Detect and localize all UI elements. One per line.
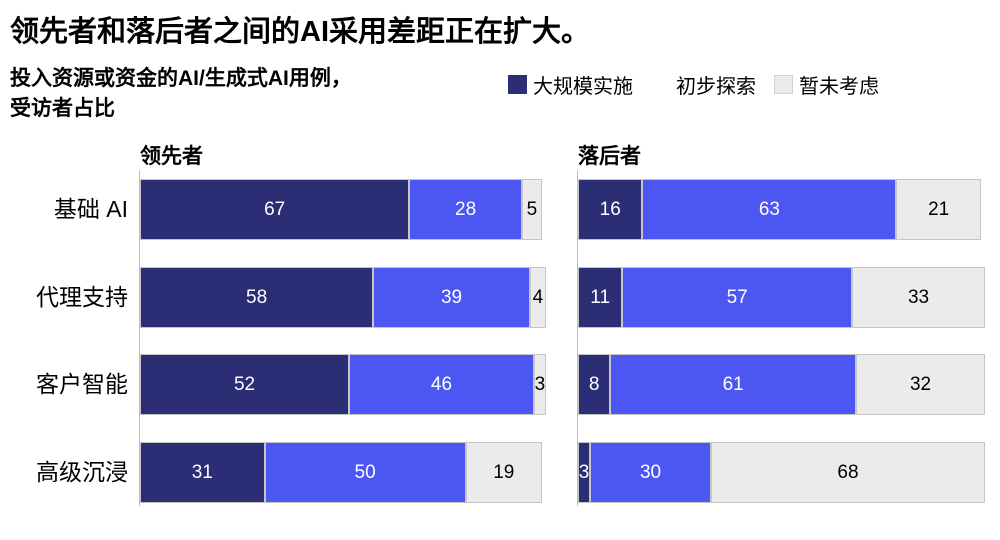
bar-row: 58 39 4 xyxy=(140,267,546,328)
legend-label-exploring: 初步探索 xyxy=(676,76,756,98)
bar-segment: 3 xyxy=(533,354,546,415)
category-label: 高级沉浸 xyxy=(36,459,128,485)
bar-segment: 57 xyxy=(622,267,853,328)
category-label: 客户智能 xyxy=(36,371,128,397)
bar-value-label: 31 xyxy=(191,461,213,483)
bar-value-label: 61 xyxy=(722,373,744,395)
bar-value-label: 39 xyxy=(440,286,463,308)
bar-value-label: 28 xyxy=(455,198,477,220)
bar-segment: 63 xyxy=(642,179,897,240)
chart-subtitle: 投入资源或资金的AI/生成式AI用例， 受访者占比 xyxy=(10,64,352,124)
bar-segment: 30 xyxy=(590,442,711,503)
chart-subtitle-line-1: 投入资源或资金的AI/生成式AI用例， xyxy=(10,67,352,90)
bar-segment: 11 xyxy=(578,267,623,328)
panel-header-leaders: 领先者 xyxy=(140,145,203,168)
legend: 大规模实施 初步探索 暂未考虑 xyxy=(508,70,879,99)
legend-swatch-exploring xyxy=(651,75,670,94)
category-label: 代理支持 xyxy=(36,284,128,310)
bar-row: 3 30 68 xyxy=(578,442,985,503)
legend-item-exploring: 初步探索 xyxy=(651,70,756,99)
bar-value-label: 67 xyxy=(264,198,286,220)
bar-segment: 8 xyxy=(578,354,611,415)
bar-segment: 33 xyxy=(852,267,986,328)
bar-value-label: 57 xyxy=(726,286,748,308)
bar-value-label: 30 xyxy=(639,461,662,483)
legend-item-not-considered: 暂未考虑 xyxy=(774,70,879,99)
bar-row: 31 50 19 xyxy=(140,442,542,503)
bar-value-label: 58 xyxy=(246,286,268,308)
bar-segment: 67 xyxy=(140,179,410,240)
bar-segment: 46 xyxy=(349,354,534,415)
bar-value-label: 4 xyxy=(532,286,544,308)
bar-segment: 5 xyxy=(521,179,542,240)
category-label: 基础 AI xyxy=(53,196,128,222)
bar-value-label: 68 xyxy=(837,461,859,483)
bar-segment: 68 xyxy=(710,442,985,503)
bar-segment: 3 xyxy=(578,442,591,503)
bar-value-label: 3 xyxy=(578,461,590,483)
bar-row: 52 46 3 xyxy=(140,354,546,415)
bar-segment: 52 xyxy=(140,354,350,415)
bar-value-label: 63 xyxy=(758,198,780,220)
legend-item-implemented: 大规模实施 xyxy=(508,70,633,99)
bar-segment: 58 xyxy=(140,267,374,328)
legend-swatch-not-considered xyxy=(774,75,793,94)
legend-label-implemented: 大规模实施 xyxy=(533,76,633,98)
bar-value-label: 19 xyxy=(493,461,515,483)
bar-segment: 16 xyxy=(578,179,643,240)
bar-segment: 31 xyxy=(140,442,265,503)
bar-value-label: 11 xyxy=(590,286,611,308)
bar-value-label: 33 xyxy=(907,286,930,308)
y-axis-line-laggards xyxy=(577,170,578,506)
legend-label-not-considered: 暂未考虑 xyxy=(799,76,879,98)
bar-row: 16 63 21 xyxy=(578,179,981,240)
bar-value-label: 21 xyxy=(928,198,950,220)
bar-segment: 19 xyxy=(465,442,542,503)
legend-swatch-implemented xyxy=(508,75,527,94)
bar-segment: 4 xyxy=(529,267,546,328)
bar-row: 11 57 33 xyxy=(578,267,986,328)
bar-segment: 61 xyxy=(610,354,857,415)
bar-row: 8 61 32 xyxy=(578,354,986,415)
bar-value-label: 50 xyxy=(354,461,376,483)
bar-segment: 28 xyxy=(409,179,522,240)
bar-value-label: 3 xyxy=(534,373,546,395)
bar-value-label: 46 xyxy=(430,373,453,395)
bar-segment: 32 xyxy=(856,354,986,415)
chart-subtitle-line-2: 受访者占比 xyxy=(10,97,115,120)
y-axis-line-leaders xyxy=(139,170,140,506)
bar-value-label: 32 xyxy=(909,373,932,395)
bar-segment: 50 xyxy=(264,442,466,503)
bar-segment: 21 xyxy=(896,179,981,240)
bar-row: 67 28 5 xyxy=(140,179,542,240)
bar-value-label: 5 xyxy=(526,198,538,220)
bar-segment: 39 xyxy=(373,267,530,328)
bar-value-label: 16 xyxy=(599,198,621,220)
bar-value-label: 8 xyxy=(588,373,600,395)
panel-header-laggards: 落后者 xyxy=(578,145,641,168)
bar-value-label: 52 xyxy=(233,373,256,395)
page-title: 领先者和落后者之间的AI采用差距正在扩大。 xyxy=(10,16,591,48)
